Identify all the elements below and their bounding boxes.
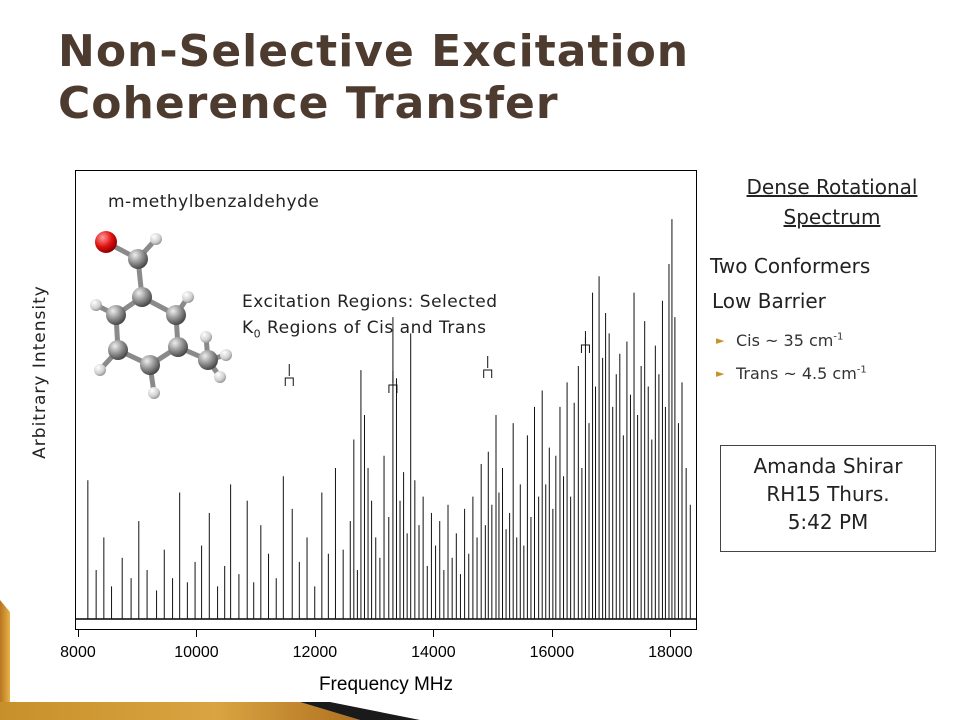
- barrier-text: Low Barrier: [712, 289, 826, 313]
- x-axis-label: Frequency MHz: [318, 674, 454, 695]
- spectrum-plot-frame: [75, 170, 697, 630]
- k-subscript: 0: [253, 327, 262, 341]
- x-tick-mark: [551, 630, 553, 637]
- presenter-box: Amanda Shirar RH15 Thurs. 5:42 PM: [720, 445, 936, 552]
- title-line-2: Coherence Transfer: [58, 78, 559, 129]
- bullet-cis: ► Cis ~ 35 cm-1: [716, 331, 843, 350]
- excitation-marker: [483, 356, 493, 378]
- x-tick-label: 8000: [60, 644, 96, 661]
- x-tick-label: 18000: [648, 644, 693, 661]
- bullet-trans-sup: -1: [856, 364, 867, 376]
- k-symbol: K: [242, 318, 254, 338]
- side-heading-line-1: Dense Rotational: [746, 175, 918, 199]
- x-tick-label: 12000: [292, 644, 338, 661]
- presenter-name: Amanda Shirar: [753, 454, 903, 478]
- excitation-regions-label: Excitation Regions: Selected K0 Regions …: [242, 289, 498, 347]
- x-tick-label: 14000: [411, 644, 456, 661]
- decorative-corner-left: [0, 600, 10, 720]
- bullet-trans-text: Trans ~ 4.5 cm: [736, 364, 857, 383]
- bullet-arrow-icon: ►: [716, 334, 725, 347]
- bullet-trans: ► Trans ~ 4.5 cm-1: [716, 364, 867, 383]
- x-tick-mark: [77, 630, 79, 637]
- x-tick-mark: [196, 630, 198, 637]
- y-axis-label: Arbitrary Intensity: [30, 285, 50, 459]
- excitation-marker: [580, 331, 590, 353]
- conformers-text: Two Conformers: [710, 254, 871, 278]
- spectrum-plot: [76, 219, 696, 620]
- x-tick-label: 10000: [174, 644, 219, 661]
- x-tick-mark: [433, 630, 435, 637]
- excitation-marker: [388, 371, 398, 393]
- bullet-cis-text: Cis ~ 35 cm: [736, 331, 834, 350]
- presenter-time: 5:42 PM: [787, 510, 869, 534]
- title-line-1: Non-Selective Excitation: [58, 26, 690, 77]
- side-heading-line-2: Spectrum: [783, 205, 881, 229]
- excitation-line-2: K0 Regions of Cis and Trans: [242, 315, 498, 347]
- molecule-label: m-methylbenzaldehyde: [108, 192, 320, 212]
- bullet-cis-sup: -1: [833, 331, 844, 343]
- dense-spectrum-heading: Dense Rotational Spectrum: [712, 172, 952, 232]
- x-tick-mark: [314, 630, 316, 637]
- slide-title: Non-Selective Excitation Coherence Trans…: [58, 26, 938, 130]
- excitation-line-2-text: Regions of Cis and Trans: [261, 318, 487, 338]
- presenter-session: RH15 Thurs.: [766, 482, 890, 506]
- excitation-marker: [284, 364, 294, 386]
- molecule-structure-image: [90, 231, 232, 399]
- excitation-line-1: Excitation Regions: Selected: [242, 292, 498, 312]
- x-tick-label: 16000: [529, 644, 575, 661]
- decorative-bottom-bar: [0, 702, 420, 720]
- bullet-arrow-icon: ►: [716, 367, 725, 380]
- x-tick-mark: [670, 630, 672, 637]
